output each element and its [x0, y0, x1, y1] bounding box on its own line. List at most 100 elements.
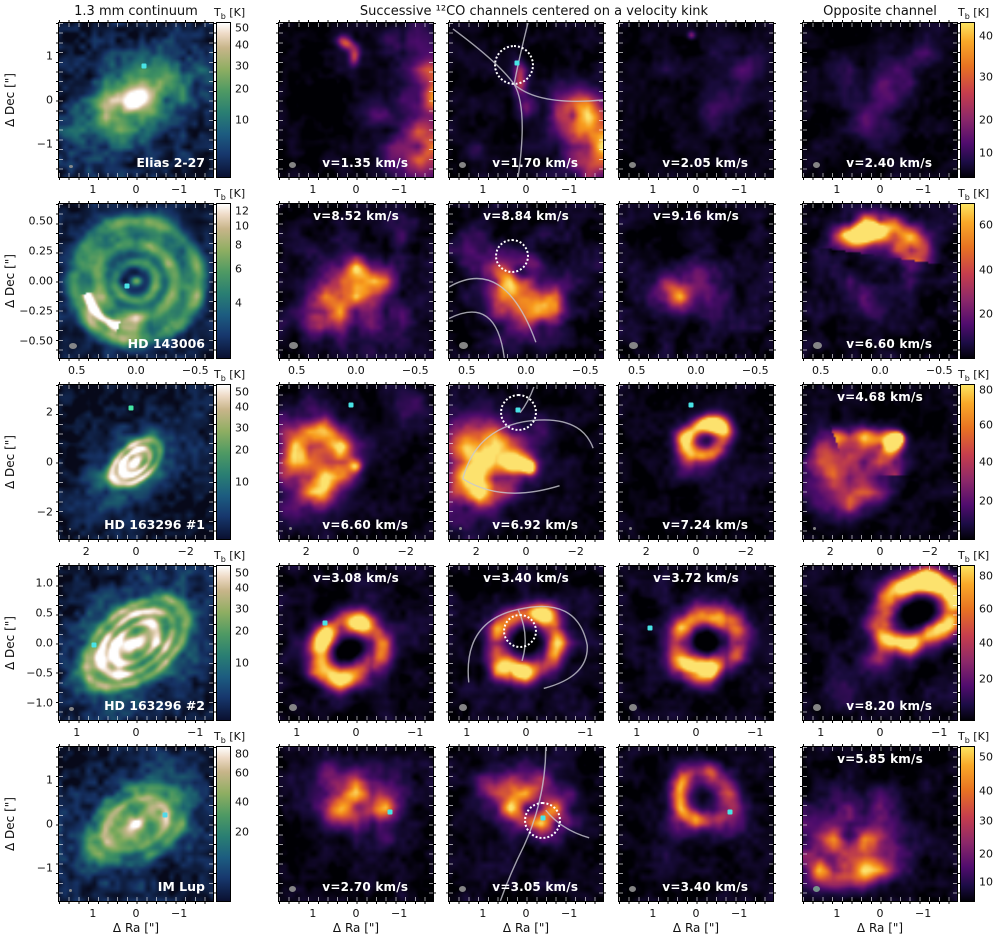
panel-elias-2-27-continuum: Elias 2-27 1 0 −1: [56, 20, 216, 196]
colorbar-tick-labels: 50 40 30 20 10: [230, 22, 266, 178]
colorbar-tick: 30: [979, 70, 993, 84]
colorbar-tick-labels: 60 40 20: [974, 203, 1000, 359]
x-tick: 0: [352, 545, 360, 558]
colorbar-tick: 40: [235, 795, 249, 809]
panel-im-lup-continuum: IM Lup 1 0 −1 Δ Ra ["]: [56, 744, 216, 935]
beam-marker: [629, 527, 632, 530]
y-tick: −0.25: [19, 304, 53, 318]
y-axis-label: Δ Dec ["]: [2, 254, 17, 308]
colorbar-title: Tb [K]: [214, 187, 246, 203]
velocity-label: v=3.40 km/s: [662, 880, 749, 894]
beam-marker: [813, 162, 820, 168]
kink-marker: [688, 402, 694, 408]
beam-marker: [289, 342, 298, 349]
target-name-label: HD 143006: [127, 336, 205, 351]
panel-elias-2-27-channel-kink: v=1.70 km/s 1 0 −1: [446, 20, 606, 196]
colorbar-tick-labels: 12 10 8 6 4: [230, 203, 266, 359]
colorbar-co: Tb [K]: [958, 6, 989, 178]
x-axis-label: Δ Ra ["]: [112, 921, 160, 935]
colorbar-tick: 12: [235, 204, 249, 218]
colorbar-tick: 40: [979, 455, 993, 469]
colorbar-tick: 30: [979, 814, 993, 828]
colorbar-title: Tb [K]: [958, 187, 990, 203]
kink-circle: [493, 44, 534, 85]
x-tick: −1: [731, 907, 748, 920]
y-tick-labels: 1 0 −1: [18, 22, 58, 178]
co-channel-image: [619, 747, 773, 901]
velocity-label: v=2.40 km/s: [846, 156, 933, 170]
x-tick: −1: [915, 183, 932, 196]
colorbar-co: Tb [K]: [958, 549, 989, 721]
kink-marker: [727, 809, 733, 815]
co-channel-image: [619, 23, 773, 177]
colorbar-tick: 20: [979, 307, 993, 321]
x-tick: −1: [187, 726, 204, 739]
panel-hd-163296-2-continuum: HD 163296 #2 1 0 −1: [56, 563, 216, 739]
x-tick-labels: 1 0 −1: [59, 177, 213, 199]
x-tick: 0: [876, 183, 884, 196]
colorbar-tick: 20: [235, 825, 249, 839]
x-tick: −2: [567, 545, 584, 558]
co-channel-image: [279, 23, 433, 177]
kink-marker: [647, 625, 653, 631]
colorbar-tick-labels: 40 30 20 10: [974, 22, 1000, 178]
colorbar-title: Tb [K]: [214, 6, 246, 22]
colorbar-continuum: Tb [K]: [214, 187, 245, 359]
colorbar-tick: 20: [979, 847, 993, 861]
kink-marker: [124, 283, 130, 289]
colorbar-tick: 40: [979, 29, 993, 43]
beam-marker: [69, 707, 74, 711]
colorbar-tick: 60: [979, 602, 993, 616]
x-tick: 0: [692, 726, 700, 739]
axis-ticks: [773, 23, 776, 177]
x-tick: 2: [826, 545, 834, 558]
x-tick: 0: [132, 907, 140, 920]
co-channel-image: [803, 385, 957, 539]
continuum-image: [59, 23, 213, 177]
y-tick: −0.5: [26, 666, 53, 680]
x-tick: 1: [293, 726, 301, 739]
kink-marker: [515, 407, 521, 413]
x-tick: −2: [397, 545, 414, 558]
colorbar-gradient: [216, 203, 231, 359]
colorbar-tick-labels: 80 60 40 20: [230, 746, 266, 902]
x-tick: −0.5: [571, 364, 599, 377]
x-tick-labels: 1 0 −1: [803, 720, 957, 742]
continuum-image: [59, 566, 213, 720]
velocity-label: v=3.72 km/s: [653, 571, 739, 585]
velocity-label: v=6.60 km/s: [322, 518, 409, 532]
x-tick-labels: 2 0 −2: [449, 539, 603, 561]
x-tick-labels: 0.5 0.0 −0.5: [59, 358, 213, 380]
x-tick: 1: [649, 907, 657, 920]
beam-marker: [813, 342, 822, 349]
panel-hd-163296-1-continuum: HD 163296 #1 2 0 −2: [56, 382, 216, 558]
kink-marker: [141, 63, 147, 69]
colorbar-tick: 30: [235, 602, 249, 616]
x-tick: −0.5: [925, 364, 953, 377]
x-tick: 0: [692, 907, 700, 920]
colorbar-co: Tb [K]: [958, 730, 989, 902]
axis-ticks: [773, 204, 776, 358]
x-tick-labels: 1 0 −1: [279, 720, 433, 742]
panel-hd-163296-2-opposite: v=8.20 km/s 1 0 −1: [800, 563, 960, 739]
co-channel-image: [279, 747, 433, 901]
colorbar-tick: 60: [979, 418, 993, 432]
x-tick: 0.5: [457, 364, 476, 377]
y-tick: −2: [36, 505, 53, 519]
y-axis-label: Δ Dec ["]: [2, 616, 17, 670]
panel-elias-2-27-channel-1: v=1.35 km/s 1 0 −1: [276, 20, 436, 196]
colorbar-tick: 40: [979, 263, 993, 277]
x-tick: 0: [522, 907, 530, 920]
y-tick: 0.25: [28, 244, 54, 258]
panel-hd-163296-1-channel-3: v=7.24 km/s 2 0 −2: [616, 382, 776, 558]
colorbar-title: Tb [K]: [214, 368, 246, 384]
x-tick-labels: 0.5 0.0 −0.5: [619, 358, 773, 380]
x-tick: 1: [479, 907, 487, 920]
colorbar-title: Tb [K]: [958, 368, 990, 384]
y-tick-labels: 1.0 0.5 0.0 −0.5 −1.0: [18, 565, 58, 721]
velocity-label: v=8.52 km/s: [313, 209, 399, 223]
co-channel-image: [619, 566, 773, 720]
colorbar-tick: 50: [979, 750, 993, 764]
x-tick-labels: 2 0 −2: [279, 539, 433, 561]
